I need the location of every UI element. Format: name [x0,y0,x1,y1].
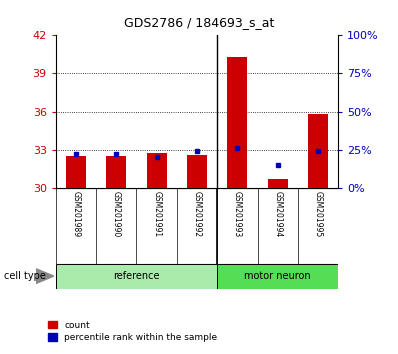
Text: GSM201992: GSM201992 [193,192,201,238]
Bar [146,153,167,188]
Bar [227,57,248,188]
Text: GSM201995: GSM201995 [314,192,323,238]
Text: GDS2786 / 184693_s_at: GDS2786 / 184693_s_at [124,16,274,29]
Bar [56,264,217,289]
Text: GSM201994: GSM201994 [273,192,282,238]
Bar [66,156,86,188]
Bar [308,114,328,188]
Text: GSM201990: GSM201990 [112,192,121,238]
Legend: count, percentile rank within the sample: count, percentile rank within the sample [44,317,221,346]
Text: cell type: cell type [4,271,46,281]
Bar [267,179,288,188]
Polygon shape [36,269,54,284]
Text: GSM201989: GSM201989 [71,192,80,238]
Bar [217,264,338,289]
Text: GSM201993: GSM201993 [233,192,242,238]
Text: reference: reference [113,271,160,281]
Text: GSM201991: GSM201991 [152,192,161,238]
Bar [187,155,207,188]
Text: motor neuron: motor neuron [244,271,311,281]
Bar [106,156,127,188]
